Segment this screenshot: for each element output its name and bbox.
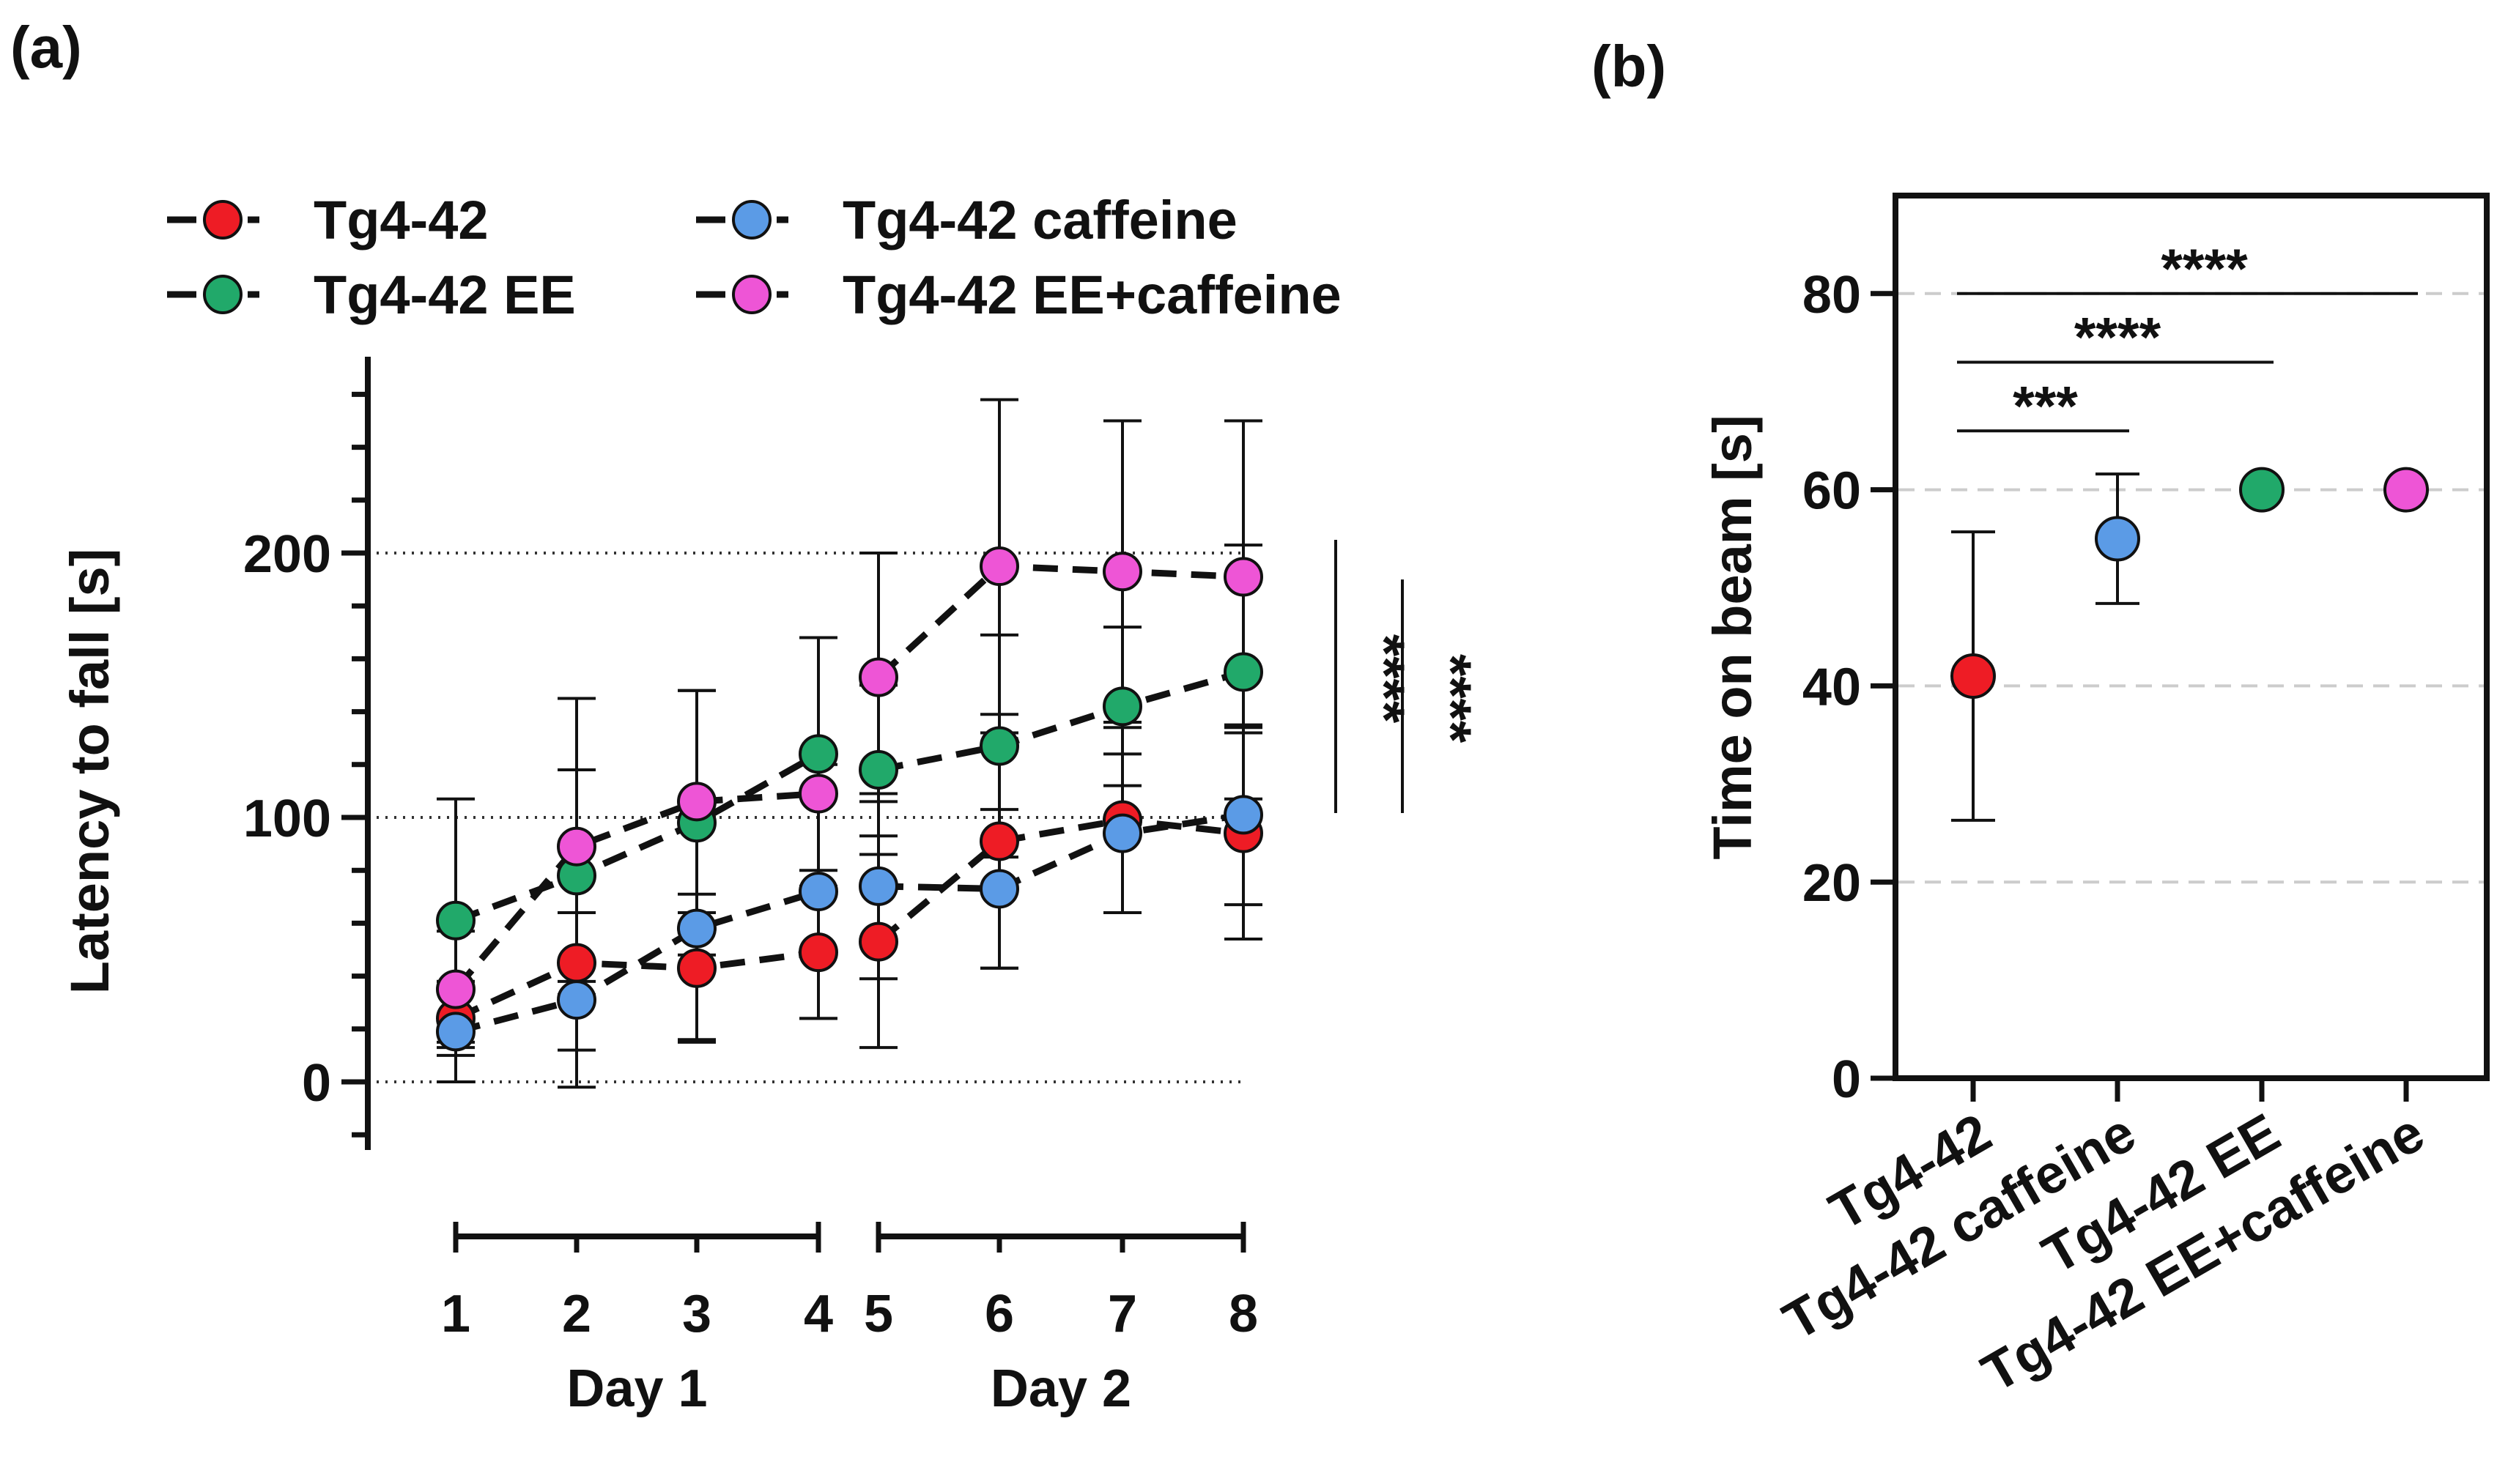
y-ticks: 0 20 40 60 80 bbox=[1802, 266, 1895, 1109]
significance-stars: **** bbox=[1353, 634, 1417, 724]
y-tick-label: 0 bbox=[1832, 1050, 1861, 1109]
significance-stars: **** bbox=[2074, 307, 2161, 369]
data-point bbox=[436, 900, 476, 941]
series-line bbox=[876, 563, 1244, 680]
series-line bbox=[878, 811, 1244, 892]
legend-label: Tg4-42 EE+caffeine bbox=[843, 264, 1342, 325]
y-ticks: 0 100 200 bbox=[243, 391, 368, 1138]
x-tick-label: 8 bbox=[1229, 1285, 1258, 1343]
significance-brackets: *********** bbox=[1957, 238, 2418, 437]
legend-item: Tg4-42 EE+caffeine bbox=[696, 264, 1342, 325]
legend-label: Tg4-42 EE bbox=[314, 264, 576, 325]
data-point bbox=[1224, 557, 1263, 597]
x-tick-label: 6 bbox=[985, 1285, 1014, 1343]
y-axis-title: Latency to fall [s] bbox=[59, 549, 120, 995]
legend-item: Tg4-42 bbox=[167, 190, 489, 251]
legend-item: Tg4-42 caffeine bbox=[696, 190, 1238, 251]
x-tick-label: 4 bbox=[804, 1285, 833, 1343]
data-points bbox=[1950, 467, 2429, 822]
y-tick-label: 60 bbox=[1802, 462, 1861, 521]
legend-label: Tg4-42 bbox=[314, 190, 489, 251]
data-point bbox=[1103, 552, 1142, 592]
panel-a-label: (a) bbox=[10, 15, 82, 80]
x-tick-label: 2 bbox=[562, 1285, 591, 1343]
day-label: Day 1 bbox=[566, 1359, 707, 1418]
data-point bbox=[1103, 813, 1142, 853]
series-layer bbox=[436, 398, 1263, 1089]
series-line bbox=[454, 751, 821, 924]
series-tg442_caffeine bbox=[437, 723, 1262, 1089]
data-point bbox=[980, 726, 1019, 766]
data-point bbox=[799, 872, 838, 912]
data-point bbox=[677, 948, 717, 988]
data-point bbox=[859, 921, 898, 962]
data-point bbox=[2239, 467, 2285, 513]
y-tick-label: 80 bbox=[1802, 266, 1861, 324]
data-point bbox=[859, 866, 898, 906]
gridlines bbox=[1898, 292, 2484, 884]
x-tick-label: 3 bbox=[682, 1285, 711, 1343]
y-tick-label: 20 bbox=[1802, 854, 1861, 913]
data-point bbox=[557, 826, 596, 867]
data-point bbox=[2383, 467, 2429, 513]
series-line bbox=[876, 817, 1244, 945]
data-point bbox=[980, 546, 1019, 587]
significance-annotations: **** **** bbox=[1334, 539, 1484, 813]
markers-tg442_ee_caffeine bbox=[436, 546, 1263, 1009]
plot-frame bbox=[1893, 193, 2490, 1081]
series-tg442_ee_caffeine bbox=[437, 398, 1262, 1050]
panel-b-label: (b) bbox=[1591, 34, 1666, 99]
y-tick-label: 100 bbox=[243, 790, 331, 848]
significance-stars: *** bbox=[2013, 375, 2078, 437]
data-point bbox=[557, 980, 596, 1020]
x-axis-brackets bbox=[453, 1222, 1246, 1253]
data-point bbox=[677, 782, 717, 822]
legend-item: Tg4-42 EE bbox=[167, 264, 576, 325]
data-point bbox=[799, 734, 838, 774]
data-point bbox=[1950, 653, 1996, 700]
data-point bbox=[436, 969, 476, 1009]
legend-marker bbox=[732, 200, 772, 240]
data-point bbox=[980, 821, 1019, 861]
x-tick-label: 5 bbox=[864, 1285, 893, 1343]
legend-marker bbox=[203, 200, 243, 240]
significance-stars: **** bbox=[1419, 654, 1484, 743]
data-point bbox=[1103, 686, 1142, 727]
markers-tg442_ee bbox=[436, 652, 1263, 941]
markers-tg442_caffeine bbox=[436, 795, 1263, 1052]
series-line bbox=[453, 790, 819, 992]
day-labels: Day 1 Day 2 bbox=[566, 1359, 1131, 1418]
legend-label: Tg4-42 caffeine bbox=[843, 190, 1238, 251]
data-point bbox=[677, 908, 717, 949]
y-tick-label: 200 bbox=[243, 525, 331, 584]
x-tick-label: 1 bbox=[441, 1285, 470, 1343]
data-point bbox=[1224, 795, 1263, 835]
series-line bbox=[454, 949, 819, 1022]
data-point bbox=[1224, 652, 1263, 692]
legend-marker bbox=[203, 275, 243, 314]
legend-marker bbox=[732, 275, 772, 314]
y-tick-label: 0 bbox=[302, 1054, 331, 1113]
x-tick-label: 7 bbox=[1108, 1285, 1137, 1343]
y-axis-title: Time on beam [s] bbox=[1702, 415, 1763, 859]
series-line bbox=[454, 888, 820, 1035]
data-point bbox=[2095, 516, 2140, 562]
data-point bbox=[557, 943, 596, 983]
data-point bbox=[799, 773, 838, 814]
data-point bbox=[799, 932, 838, 973]
data-point bbox=[859, 750, 898, 790]
significance-stars: **** bbox=[2161, 238, 2248, 300]
data-point bbox=[436, 1012, 476, 1052]
day-label: Day 2 bbox=[991, 1359, 1131, 1418]
series-line bbox=[878, 669, 1245, 773]
data-point bbox=[859, 657, 898, 697]
legend: Tg4-42 Tg4-42 caffeine Tg4-42 EE Tg4-42 EE+… bbox=[167, 190, 1342, 325]
y-tick-label: 40 bbox=[1802, 658, 1861, 716]
data-point bbox=[980, 869, 1019, 909]
